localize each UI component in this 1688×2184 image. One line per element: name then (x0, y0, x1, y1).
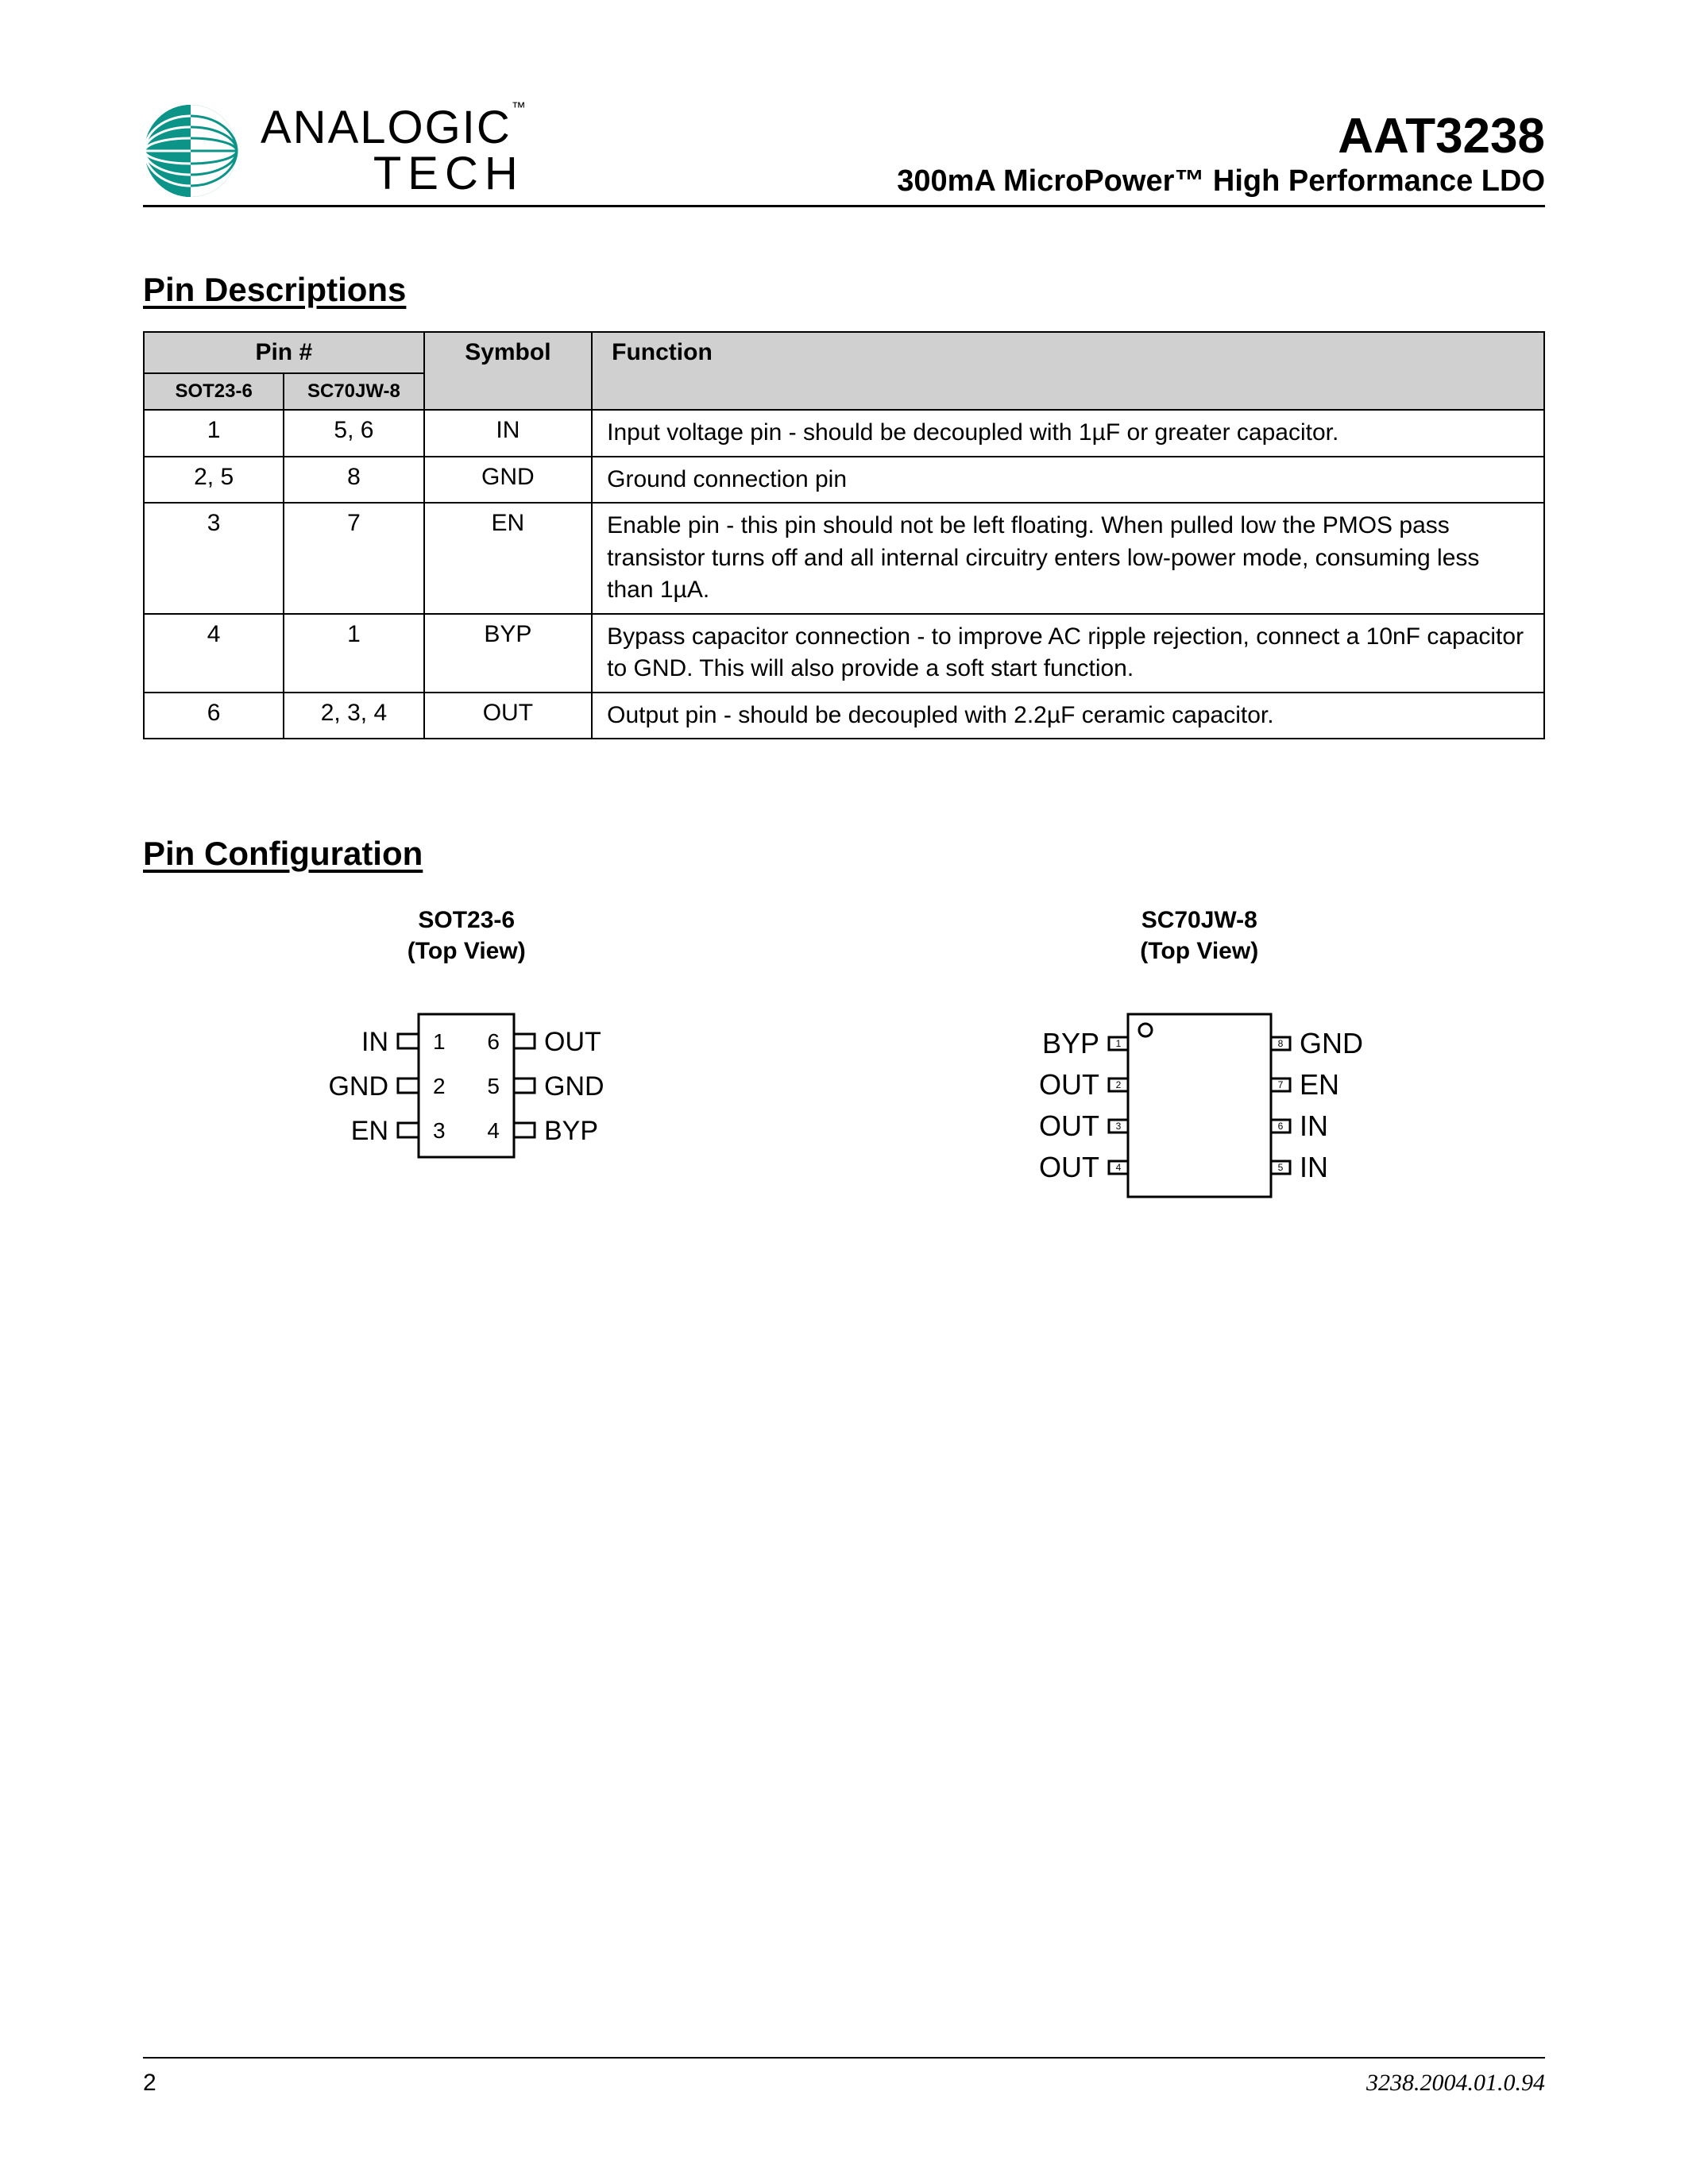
cell-pkg1: 4 (144, 614, 284, 693)
page-header: ANALOGIC™ TECH AAT3238 300mA MicroPower™… (143, 103, 1545, 207)
cell-symbol: BYP (424, 614, 593, 693)
svg-text:7: 7 (1277, 1079, 1283, 1090)
svg-text:2: 2 (1115, 1079, 1121, 1090)
package-sc70jw-8: SC70JW-8 (Top View) 1 BYP 2 OUT 3 OUT 4 OUT 8 GND… (982, 905, 1417, 1213)
cell-function: Bypass capacitor connection - to improve… (592, 614, 1544, 693)
cell-symbol: EN (424, 503, 593, 614)
cell-symbol: IN (424, 410, 593, 457)
pkg2-title: SC70JW-8 (Top View) (982, 905, 1417, 967)
pkg1-diagram: 1 IN 2 GND 3 EN 6 OUT 5 GND 4 BYP (271, 998, 662, 1173)
title-block: AAT3238 300mA MicroPower™ High Performan… (897, 108, 1545, 199)
part-number: AAT3238 (897, 108, 1545, 164)
cell-pkg1: 1 (144, 410, 284, 457)
pkg1-title-l2: (Top View) (408, 938, 526, 964)
section-heading-pin-descriptions: Pin Descriptions (143, 271, 1545, 309)
cell-pkg2: 7 (284, 503, 423, 614)
pkg2-title-l1: SC70JW-8 (1141, 907, 1257, 933)
svg-text:4: 4 (1115, 1162, 1121, 1173)
svg-text:OUT: OUT (1039, 1151, 1099, 1183)
table-row: 15, 6INInput voltage pin - should be dec… (144, 410, 1544, 457)
subtitle: 300mA MicroPower™ High Performance LDO (897, 164, 1545, 199)
logo-icon (143, 103, 246, 199)
svg-text:5: 5 (1277, 1162, 1283, 1173)
th-pin-group: Pin # (144, 332, 424, 373)
page-footer: 2 3238.2004.01.0.94 (143, 2057, 1545, 2097)
logo-tm: ™ (512, 99, 527, 115)
table-row: 2, 58GNDGround connection pin (144, 457, 1544, 504)
cell-symbol: GND (424, 457, 593, 504)
cell-function: Ground connection pin (592, 457, 1544, 504)
th-function: Function (592, 332, 1544, 410)
cell-function: Input voltage pin - should be decoupled … (592, 410, 1544, 457)
svg-text:BYP: BYP (1042, 1027, 1099, 1059)
svg-text:OUT: OUT (1039, 1109, 1099, 1142)
svg-text:GND: GND (329, 1071, 389, 1102)
logo-block: ANALOGIC™ TECH (143, 103, 527, 199)
table-row: 37ENEnable pin - this pin should not be … (144, 503, 1544, 614)
svg-text:8: 8 (1277, 1038, 1283, 1049)
svg-text:4: 4 (488, 1118, 500, 1143)
document-id: 3238.2004.01.0.94 (1366, 2070, 1545, 2097)
pin-descriptions-table: Pin # Symbol Function SOT23-6 SC70JW-8 1… (143, 331, 1545, 739)
cell-pkg2: 2, 3, 4 (284, 693, 423, 739)
cell-function: Output pin - should be decoupled with 2.… (592, 693, 1544, 739)
cell-pkg2: 8 (284, 457, 423, 504)
logo-line2: TECH (373, 151, 524, 197)
svg-text:EN: EN (351, 1116, 388, 1146)
svg-text:6: 6 (1277, 1121, 1283, 1132)
cell-symbol: OUT (424, 693, 593, 739)
pkg1-title-l1: SOT23-6 (418, 907, 515, 933)
svg-text:1: 1 (433, 1029, 446, 1054)
package-sot23-6: SOT23-6 (Top View) 1 IN 2 GND 3 EN 6 OUT 5 GND 4 BY… (271, 905, 662, 1213)
svg-text:1: 1 (1115, 1038, 1121, 1049)
logo-word1: ANALOGIC (261, 102, 512, 153)
svg-text:IN: IN (1300, 1151, 1328, 1183)
page-number: 2 (143, 2070, 156, 2097)
svg-text:6: 6 (488, 1029, 500, 1054)
cell-pkg1: 6 (144, 693, 284, 739)
svg-text:IN: IN (1300, 1109, 1328, 1142)
pkg1-title: SOT23-6 (Top View) (271, 905, 662, 967)
th-symbol: Symbol (424, 332, 593, 410)
cell-pkg2: 1 (284, 614, 423, 693)
pin-configuration-diagrams: SOT23-6 (Top View) 1 IN 2 GND 3 EN 6 OUT 5 GND 4 BY… (143, 905, 1545, 1213)
svg-text:EN: EN (1300, 1068, 1339, 1101)
pkg2-title-l2: (Top View) (1140, 938, 1258, 964)
page-content: ANALOGIC™ TECH AAT3238 300mA MicroPower™… (143, 103, 1545, 2097)
svg-text:5: 5 (488, 1074, 500, 1098)
svg-text:3: 3 (1115, 1121, 1121, 1132)
cell-pkg1: 3 (144, 503, 284, 614)
cell-function: Enable pin - this pin should not be left… (592, 503, 1544, 614)
table-row: 62, 3, 4OUTOutput pin - should be decoup… (144, 693, 1544, 739)
cell-pkg1: 2, 5 (144, 457, 284, 504)
svg-text:IN: IN (361, 1027, 388, 1057)
logo-text: ANALOGIC™ TECH (261, 105, 527, 197)
th-pkg1: SOT23-6 (144, 373, 284, 410)
svg-text:OUT: OUT (544, 1027, 601, 1057)
svg-text:2: 2 (433, 1074, 446, 1098)
svg-text:3: 3 (433, 1118, 446, 1143)
pkg2-diagram: 1 BYP 2 OUT 3 OUT 4 OUT 8 GND 7 EN 6 IN 5 IN (982, 998, 1417, 1213)
th-pkg2: SC70JW-8 (284, 373, 423, 410)
svg-text:GND: GND (544, 1071, 605, 1102)
logo-line1: ANALOGIC™ (261, 105, 527, 151)
svg-text:BYP: BYP (544, 1116, 598, 1146)
svg-text:OUT: OUT (1039, 1068, 1099, 1101)
section-heading-pin-configuration: Pin Configuration (143, 835, 1545, 873)
svg-text:GND: GND (1300, 1027, 1363, 1059)
cell-pkg2: 5, 6 (284, 410, 423, 457)
table-row: 41BYPBypass capacitor connection - to im… (144, 614, 1544, 693)
